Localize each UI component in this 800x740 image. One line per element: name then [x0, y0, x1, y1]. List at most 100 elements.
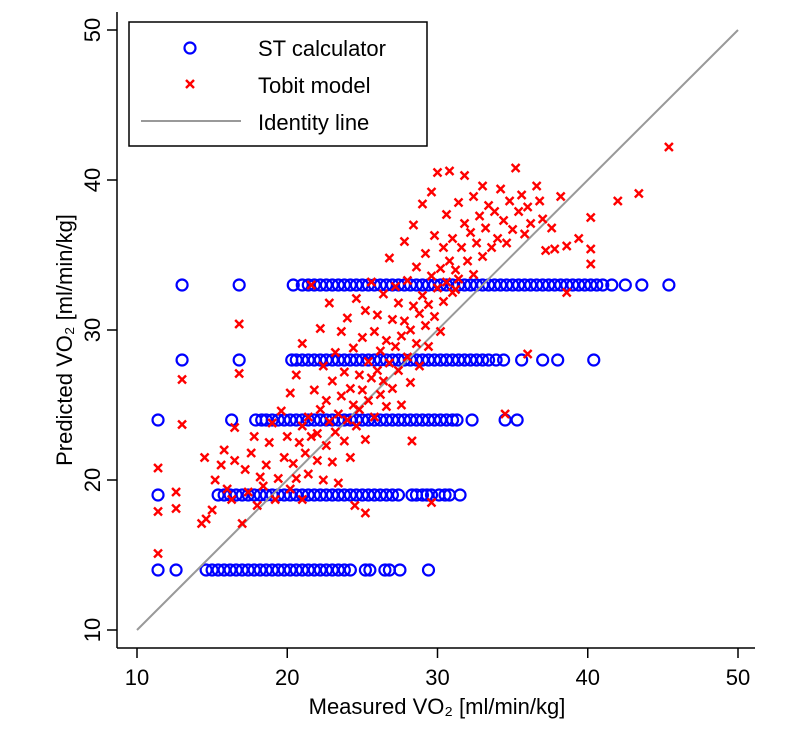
tobit-model-point	[405, 325, 416, 335]
tobit-model-point	[399, 316, 410, 326]
st-calculator-point	[498, 413, 512, 427]
tobit-model-point	[279, 452, 290, 463]
tobit-model-point	[273, 473, 284, 484]
tobit-model-point	[504, 196, 515, 206]
tobit-model-point	[255, 472, 266, 482]
st-calculator-point	[424, 488, 439, 502]
y-tick-label: 50	[80, 18, 105, 42]
tobit-model-point	[486, 242, 497, 253]
tobit-model-point	[423, 341, 434, 352]
tobit-model-point	[315, 323, 326, 334]
tobit-model-point	[267, 418, 278, 428]
st-calculator-point	[337, 563, 351, 577]
tobit-model-point	[177, 419, 187, 430]
tobit-model-point	[390, 281, 401, 292]
tobit-model-point	[252, 500, 263, 511]
tobit-model-point	[531, 181, 542, 191]
tobit-model-point	[229, 422, 240, 433]
tobit-model-point	[315, 404, 326, 415]
legend-marker-st-calculator	[183, 41, 197, 55]
tobit-model-point	[664, 142, 674, 152]
tobit-model-point	[522, 202, 533, 212]
tobit-model-point	[363, 356, 374, 367]
tobit-model-point	[240, 464, 251, 475]
tobit-model-point	[324, 416, 335, 427]
tobit-model-point	[357, 332, 368, 343]
tobit-model-point	[312, 455, 323, 466]
tobit-model-point	[363, 395, 374, 406]
tobit-model-point	[426, 187, 437, 197]
tobit-model-point	[264, 437, 275, 448]
tobit-model-point	[366, 373, 377, 383]
st-calculator-point	[393, 563, 407, 577]
tobit-model-point	[216, 460, 226, 470]
tobit-model-point	[354, 404, 365, 415]
tobit-model-point	[534, 196, 545, 206]
st-calculator-point	[605, 278, 619, 292]
tobit-model-point	[426, 271, 437, 281]
tobit-model-point	[342, 313, 353, 323]
tobit-model-point	[549, 244, 560, 254]
tobit-model-point	[387, 314, 398, 325]
tobit-model-point	[282, 431, 293, 442]
tobit-model-point	[468, 191, 479, 202]
st-calculator-point	[489, 353, 503, 367]
legend-label-st-calculator: ST calculator	[258, 36, 386, 61]
tobit-model-point	[438, 242, 449, 253]
tobit-model-point	[381, 335, 392, 346]
tobit-model-point	[474, 211, 485, 221]
tobit-model-point	[243, 487, 254, 497]
st-calculator-point	[151, 563, 165, 577]
tobit-model-point	[525, 218, 536, 229]
st-calculator-point	[175, 278, 189, 292]
st-calculator-point	[465, 413, 479, 427]
tobit-model-point	[441, 209, 452, 220]
tobit-model-point	[432, 167, 443, 178]
tobit-model-point	[522, 349, 533, 359]
tobit-model-point	[585, 244, 596, 254]
st-calculator-point	[445, 413, 460, 427]
tobit-model-point	[153, 548, 163, 559]
tobit-model-point	[429, 311, 440, 322]
st-calculator-point	[510, 413, 524, 427]
st-calculator-point	[378, 563, 392, 577]
tobit-model-point	[327, 376, 338, 386]
tobit-model-point	[519, 229, 530, 239]
tobit-model-point	[492, 233, 503, 244]
y-tick-label: 40	[80, 168, 105, 192]
tobit-model-point	[226, 494, 237, 505]
st-calculator-point	[438, 488, 452, 502]
tobit-model-point	[306, 280, 317, 290]
tobit-model-point	[350, 500, 360, 511]
tobit-model-point	[423, 299, 434, 310]
series-st-calculator	[151, 278, 676, 577]
st-calculator-point	[536, 353, 550, 367]
tobit-model-point	[153, 463, 163, 473]
tobit-model-point	[171, 503, 181, 514]
x-axis-title: Measured VO₂ [ml/min/kg]	[309, 694, 566, 719]
tobit-model-point	[612, 196, 623, 206]
tobit-model-point	[408, 220, 419, 230]
tobit-model-point	[234, 368, 245, 379]
tobit-model-point	[234, 319, 245, 329]
tobit-model-point	[372, 365, 383, 376]
tobit-model-point	[633, 188, 644, 199]
tobit-model-point	[540, 245, 551, 256]
st-calculator-point	[151, 413, 165, 427]
tobit-model-point	[201, 514, 211, 524]
tobit-model-point	[219, 445, 229, 455]
tobit-model-point	[229, 455, 240, 466]
tobit-model-point	[246, 448, 257, 458]
st-calculator-point	[358, 563, 372, 577]
tobit-model-point	[237, 518, 248, 529]
tobit-model-point	[480, 223, 491, 233]
tobit-model-point	[435, 263, 446, 274]
tobit-model-point	[585, 259, 596, 269]
tobit-model-point	[309, 385, 320, 395]
tobit-model-point	[561, 287, 572, 298]
tobit-model-point	[585, 212, 596, 223]
tobit-model-point	[303, 469, 314, 479]
tobit-model-point	[199, 452, 210, 463]
tobit-model-point	[381, 401, 392, 412]
st-calculator-point	[343, 563, 357, 577]
